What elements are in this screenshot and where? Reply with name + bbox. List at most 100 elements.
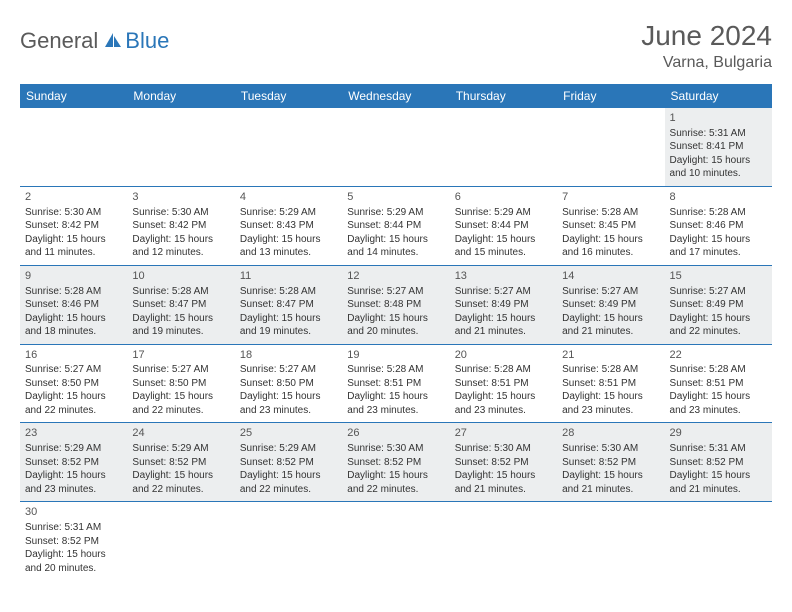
sunrise-line: Sunrise: 5:28 AM (25, 285, 122, 299)
logo: General Blue (20, 20, 169, 54)
daylight-line: Daylight: 15 hours and 12 minutes. (132, 233, 229, 260)
sunrise-line: Sunrise: 5:30 AM (347, 442, 444, 456)
calendar-cell: 8Sunrise: 5:28 AMSunset: 8:46 PMDaylight… (665, 186, 772, 265)
logo-text-general: General (20, 28, 98, 54)
calendar-cell: 10Sunrise: 5:28 AMSunset: 8:47 PMDayligh… (127, 265, 234, 344)
logo-text-blue: Blue (125, 28, 169, 54)
calendar-cell: 19Sunrise: 5:28 AMSunset: 8:51 PMDayligh… (342, 344, 449, 423)
day-header: Saturday (665, 84, 772, 108)
calendar-week-row: 30Sunrise: 5:31 AMSunset: 8:52 PMDayligh… (20, 502, 772, 580)
calendar-cell: 18Sunrise: 5:27 AMSunset: 8:50 PMDayligh… (235, 344, 342, 423)
calendar-week-row: 9Sunrise: 5:28 AMSunset: 8:46 PMDaylight… (20, 265, 772, 344)
daylight-line: Daylight: 15 hours and 22 minutes. (670, 312, 767, 339)
day-number: 25 (240, 426, 337, 441)
calendar-cell: 13Sunrise: 5:27 AMSunset: 8:49 PMDayligh… (450, 265, 557, 344)
daylight-line: Daylight: 15 hours and 21 minutes. (562, 312, 659, 339)
sunset-line: Sunset: 8:51 PM (562, 377, 659, 391)
day-header: Friday (557, 84, 664, 108)
sunrise-line: Sunrise: 5:31 AM (25, 521, 122, 535)
day-number: 6 (455, 190, 552, 205)
sunset-line: Sunset: 8:44 PM (347, 219, 444, 233)
sunset-line: Sunset: 8:49 PM (455, 298, 552, 312)
day-number: 4 (240, 190, 337, 205)
day-header: Tuesday (235, 84, 342, 108)
day-number: 9 (25, 269, 122, 284)
calendar-cell (342, 502, 449, 580)
day-number: 15 (670, 269, 767, 284)
calendar-cell: 26Sunrise: 5:30 AMSunset: 8:52 PMDayligh… (342, 423, 449, 502)
calendar-cell: 3Sunrise: 5:30 AMSunset: 8:42 PMDaylight… (127, 186, 234, 265)
sunrise-line: Sunrise: 5:28 AM (562, 363, 659, 377)
sunset-line: Sunset: 8:50 PM (132, 377, 229, 391)
calendar-cell: 2Sunrise: 5:30 AMSunset: 8:42 PMDaylight… (20, 186, 127, 265)
sunset-line: Sunset: 8:41 PM (670, 140, 767, 154)
daylight-line: Daylight: 15 hours and 22 minutes. (347, 469, 444, 496)
sunrise-line: Sunrise: 5:27 AM (25, 363, 122, 377)
day-number: 22 (670, 348, 767, 363)
calendar-cell (235, 502, 342, 580)
daylight-line: Daylight: 15 hours and 14 minutes. (347, 233, 444, 260)
day-number: 28 (562, 426, 659, 441)
calendar-week-row: 23Sunrise: 5:29 AMSunset: 8:52 PMDayligh… (20, 423, 772, 502)
calendar-cell (127, 108, 234, 186)
daylight-line: Daylight: 15 hours and 21 minutes. (670, 469, 767, 496)
calendar-cell: 21Sunrise: 5:28 AMSunset: 8:51 PMDayligh… (557, 344, 664, 423)
day-number: 8 (670, 190, 767, 205)
calendar-cell: 28Sunrise: 5:30 AMSunset: 8:52 PMDayligh… (557, 423, 664, 502)
calendar-body: 1Sunrise: 5:31 AMSunset: 8:41 PMDaylight… (20, 108, 772, 580)
sunset-line: Sunset: 8:48 PM (347, 298, 444, 312)
calendar-cell: 9Sunrise: 5:28 AMSunset: 8:46 PMDaylight… (20, 265, 127, 344)
sunset-line: Sunset: 8:49 PM (562, 298, 659, 312)
sunset-line: Sunset: 8:46 PM (25, 298, 122, 312)
location-label: Varna, Bulgaria (641, 54, 772, 72)
sunset-line: Sunset: 8:45 PM (562, 219, 659, 233)
day-number: 21 (562, 348, 659, 363)
logo-sail-icon (103, 31, 123, 49)
daylight-line: Daylight: 15 hours and 23 minutes. (25, 469, 122, 496)
header: General Blue June 2024 Varna, Bulgaria (20, 20, 772, 72)
daylight-line: Daylight: 15 hours and 19 minutes. (132, 312, 229, 339)
daylight-line: Daylight: 15 hours and 22 minutes. (25, 390, 122, 417)
daylight-line: Daylight: 15 hours and 11 minutes. (25, 233, 122, 260)
sunrise-line: Sunrise: 5:27 AM (347, 285, 444, 299)
calendar-cell: 29Sunrise: 5:31 AMSunset: 8:52 PMDayligh… (665, 423, 772, 502)
daylight-line: Daylight: 15 hours and 15 minutes. (455, 233, 552, 260)
daylight-line: Daylight: 15 hours and 21 minutes. (562, 469, 659, 496)
daylight-line: Daylight: 15 hours and 10 minutes. (670, 154, 767, 181)
sunset-line: Sunset: 8:52 PM (25, 535, 122, 549)
sunrise-line: Sunrise: 5:27 AM (670, 285, 767, 299)
calendar-cell (235, 108, 342, 186)
daylight-line: Daylight: 15 hours and 16 minutes. (562, 233, 659, 260)
sunset-line: Sunset: 8:52 PM (25, 456, 122, 470)
sunrise-line: Sunrise: 5:28 AM (455, 363, 552, 377)
day-number: 2 (25, 190, 122, 205)
calendar-cell (342, 108, 449, 186)
calendar-cell: 23Sunrise: 5:29 AMSunset: 8:52 PMDayligh… (20, 423, 127, 502)
calendar-cell: 11Sunrise: 5:28 AMSunset: 8:47 PMDayligh… (235, 265, 342, 344)
sunset-line: Sunset: 8:50 PM (25, 377, 122, 391)
calendar-cell: 17Sunrise: 5:27 AMSunset: 8:50 PMDayligh… (127, 344, 234, 423)
calendar-week-row: 1Sunrise: 5:31 AMSunset: 8:41 PMDaylight… (20, 108, 772, 186)
day-number: 29 (670, 426, 767, 441)
calendar-cell (127, 502, 234, 580)
sunset-line: Sunset: 8:42 PM (25, 219, 122, 233)
sunset-line: Sunset: 8:47 PM (132, 298, 229, 312)
sunrise-line: Sunrise: 5:27 AM (455, 285, 552, 299)
calendar-cell: 6Sunrise: 5:29 AMSunset: 8:44 PMDaylight… (450, 186, 557, 265)
sunrise-line: Sunrise: 5:29 AM (455, 206, 552, 220)
calendar-week-row: 2Sunrise: 5:30 AMSunset: 8:42 PMDaylight… (20, 186, 772, 265)
calendar-cell: 15Sunrise: 5:27 AMSunset: 8:49 PMDayligh… (665, 265, 772, 344)
day-header: Sunday (20, 84, 127, 108)
sunrise-line: Sunrise: 5:30 AM (562, 442, 659, 456)
day-number: 5 (347, 190, 444, 205)
sunrise-line: Sunrise: 5:28 AM (670, 363, 767, 377)
day-header: Monday (127, 84, 234, 108)
sunset-line: Sunset: 8:46 PM (670, 219, 767, 233)
sunset-line: Sunset: 8:52 PM (240, 456, 337, 470)
day-number: 13 (455, 269, 552, 284)
sunrise-line: Sunrise: 5:28 AM (240, 285, 337, 299)
day-number: 7 (562, 190, 659, 205)
day-number: 11 (240, 269, 337, 284)
calendar-cell: 7Sunrise: 5:28 AMSunset: 8:45 PMDaylight… (557, 186, 664, 265)
sunset-line: Sunset: 8:52 PM (347, 456, 444, 470)
